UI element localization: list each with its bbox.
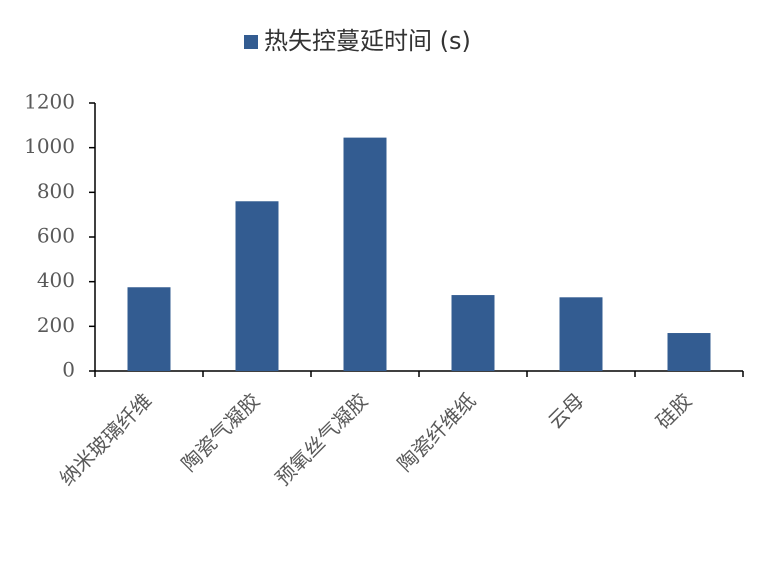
x-tick-label: 陶瓷纤维纸 [393, 388, 481, 476]
bar [667, 333, 711, 371]
legend-label: 热失控蔓延时间 (s) [264, 27, 471, 55]
y-tick-label: 1200 [24, 90, 75, 114]
bar [451, 295, 495, 371]
x-tick-label: 陶瓷气凝胶 [177, 388, 265, 476]
y-tick-label: 800 [37, 179, 75, 203]
bar [343, 137, 387, 371]
y-tick-label: 400 [37, 268, 75, 292]
y-tick-label: 1000 [24, 134, 75, 158]
y-tick-label: 200 [37, 313, 75, 337]
legend-swatch [244, 35, 258, 49]
bar [127, 287, 171, 371]
x-tick-label: 纳米玻璃纤维 [55, 388, 157, 490]
bar [559, 297, 603, 371]
bar [235, 201, 279, 371]
x-tick-label: 预氧丝气凝胶 [271, 388, 373, 490]
x-tick-label: 硅胶 [651, 388, 696, 433]
x-tick-label: 云母 [543, 388, 588, 433]
y-tick-label: 0 [62, 358, 75, 382]
y-tick-label: 600 [37, 224, 75, 248]
